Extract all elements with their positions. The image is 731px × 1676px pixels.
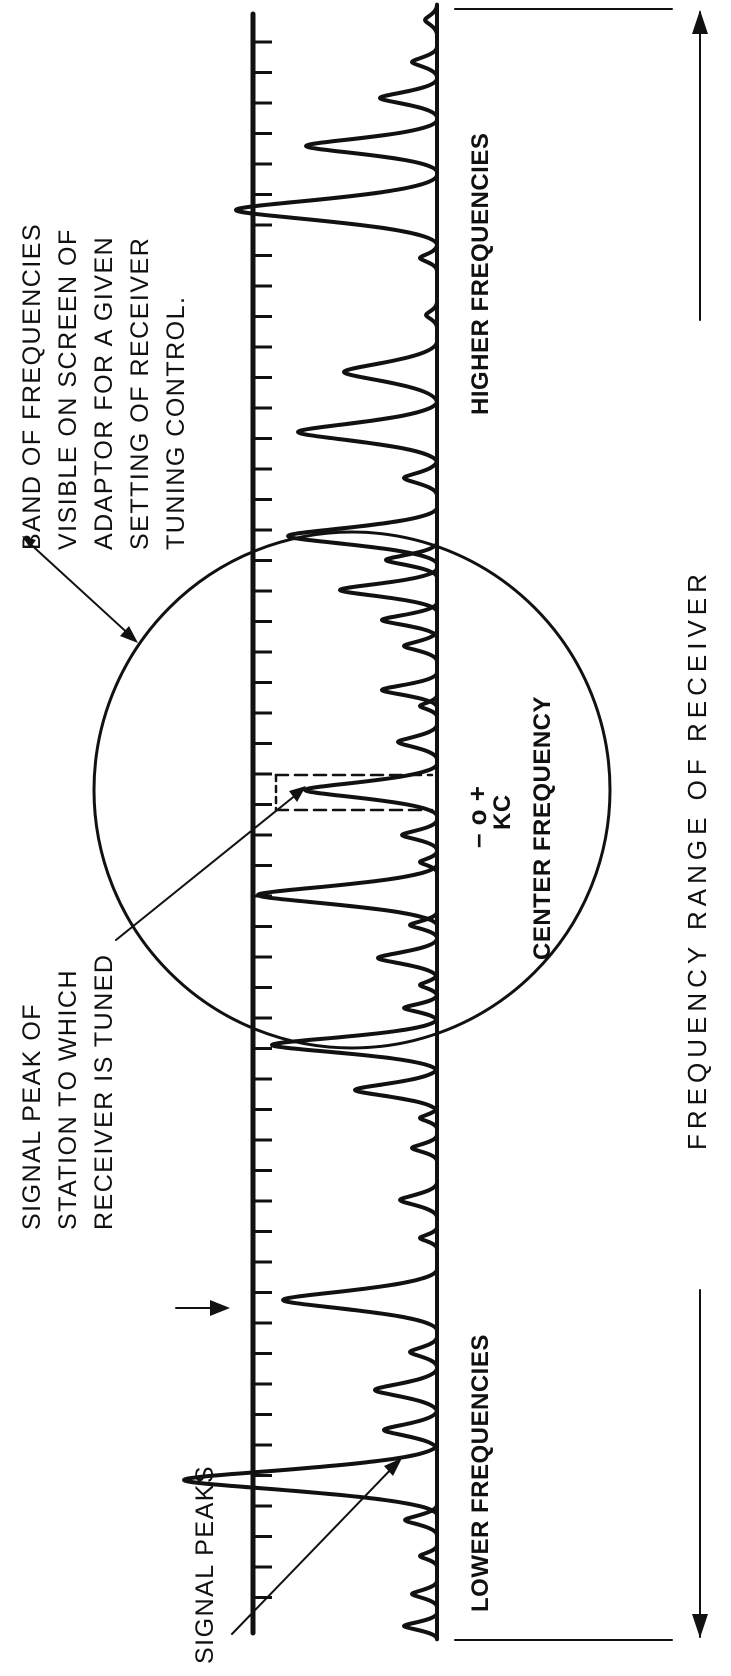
kc-label: KC	[489, 794, 516, 830]
center-frequency-label: CENTER FREQUENCY	[529, 696, 556, 960]
lower-frequencies-label: LOWER FREQUENCIES	[467, 1334, 494, 1612]
signal-peak-tuned-label: SIGNAL PEAK OF STATION TO WHICH RECEIVER…	[18, 954, 118, 1230]
tuned-label-line-1: SIGNAL PEAK OF	[18, 1003, 46, 1230]
band-label-line-2: VISIBLE ON SCREEN OF	[54, 228, 82, 550]
band-leader-line	[25, 539, 134, 639]
signal-peaks-label: SIGNAL PEAKS	[191, 1465, 219, 1664]
screen-band-circle	[92, 530, 612, 1050]
higher-frequencies-label: HIGHER FREQUENCIES	[467, 133, 494, 415]
signal-trace	[182, 2, 439, 1642]
frequency-range-dimension	[454, 8, 708, 1641]
band-label-line-3: ADAPTOR FOR A GIVEN	[90, 236, 118, 550]
offset-marks-label: – o +	[462, 786, 492, 848]
band-label-line-4: SETTING OF RECEIVER	[126, 237, 154, 550]
band-label-line-1: BAND OF FREQUENCIES	[18, 223, 46, 550]
band-leader-arrow-icon	[120, 626, 138, 643]
tuned-label-line-3: RECEIVER IS TUNED	[90, 954, 118, 1230]
peaks-arrow-icon	[210, 1300, 230, 1316]
frequency-range-label: FREQUENCY RANGE OF RECEIVER	[682, 569, 712, 1150]
center-frequency-markers	[274, 773, 434, 812]
scale-ticks	[253, 40, 272, 1599]
leader-arrows	[22, 536, 402, 1635]
frequency-scale	[250, 11, 272, 1636]
band-leader-tail-icon	[22, 536, 36, 548]
peaks-leader-line-2	[231, 1461, 399, 1635]
range-arrow-down-icon	[692, 1614, 708, 1638]
band-label-line-5: TUNING CONTROL.	[162, 296, 190, 550]
peaks-arrow-2-icon	[384, 1458, 402, 1476]
band-visible-label: BAND OF FREQUENCIES VISIBLE ON SCREEN OF…	[18, 223, 190, 550]
tuned-leader-arrow-icon	[289, 786, 306, 802]
tuned-leader-line	[115, 789, 303, 941]
tuned-label-line-2: STATION TO WHICH	[54, 969, 82, 1230]
range-arrow-up-icon	[692, 10, 708, 34]
